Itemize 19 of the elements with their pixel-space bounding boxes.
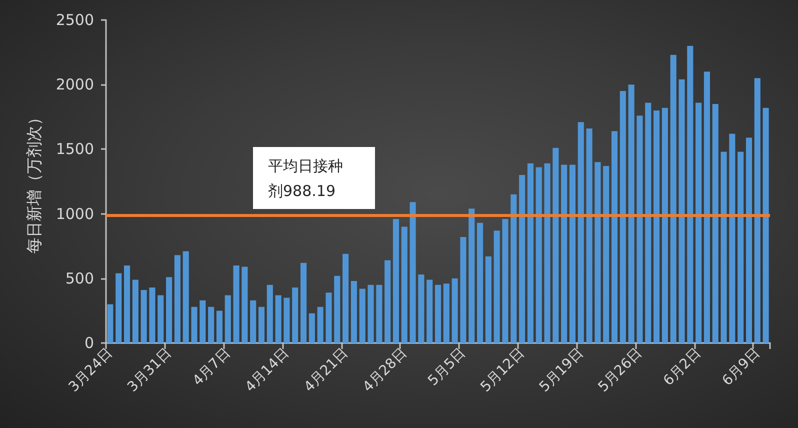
x-tick-label: 4月21日 [301, 345, 352, 396]
y-tick-label: 500 [65, 269, 94, 288]
x-tick-label: 5月26日 [595, 345, 646, 396]
y-tick-label: 0 [84, 334, 94, 352]
y-tick-label: 1500 [56, 140, 94, 158]
x-tick-label: 6月9日 [719, 345, 764, 390]
x-tick-label: 5月5日 [425, 345, 469, 390]
y-tick-label: 2000 [56, 76, 94, 94]
x-tick-label: 4月7日 [190, 345, 234, 390]
y-tick-label: 1000 [56, 204, 94, 223]
x-tick-label: 4月28日 [360, 345, 410, 396]
x-tick-label: 3月31日 [124, 345, 175, 396]
ref-line-label: 平均日接种剂988.19 [268, 156, 344, 202]
x-tick-label: 4月14日 [242, 345, 292, 396]
y-tick-label: 2500 [56, 11, 94, 29]
x-tick-label: 6月2日 [660, 345, 704, 390]
x-tick-label: 5月19日 [536, 345, 587, 396]
y-axis-title: 每日新增（万剂次） [24, 110, 44, 254]
x-tick-label: 5月12日 [478, 345, 528, 396]
